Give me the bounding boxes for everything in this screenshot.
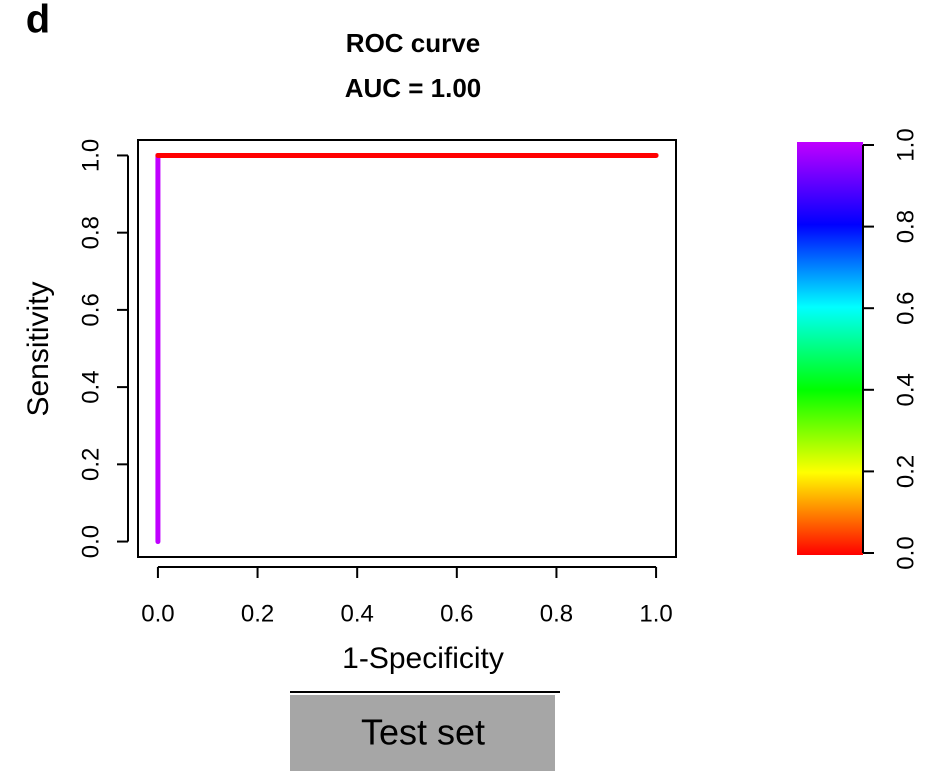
colorbar-tick-label: 1.0 [892,128,919,161]
x-tick-label: 0.2 [241,600,274,627]
y-tick-label: 0.0 [77,525,104,558]
y-tick-label: 1.0 [77,139,104,172]
colorbar-tick-label: 0.6 [892,292,919,325]
caption-box [290,695,555,771]
colorbar-tick-label: 0.8 [892,210,919,243]
caption: Test set [361,712,485,753]
chart-title: ROC curve [346,28,480,58]
colorbar-tick-label: 0.4 [892,373,919,406]
x-tick-label: 0.6 [440,600,473,627]
x-tick-label: 1.0 [639,600,672,627]
x-tick-label: 0.8 [540,600,573,627]
x-axis-label: 1-Specificity [342,642,504,675]
plot-frame [137,139,677,558]
colorbar-tick-label: 0.0 [892,536,919,569]
x-tick-label: 0.4 [340,600,373,627]
colorbar-tick-label: 0.2 [892,455,919,488]
y-tick-label: 0.8 [77,216,104,249]
y-axis-label: Sensitivity [22,281,55,416]
y-tick-label: 0.6 [77,293,104,326]
x-tick-label: 0.0 [141,600,174,627]
chart-subtitle: AUC = 1.00 [345,73,482,103]
panel-label: d [26,0,50,42]
y-tick-label: 0.4 [77,370,104,403]
colorbar [797,142,863,555]
y-tick-label: 0.2 [77,448,104,481]
